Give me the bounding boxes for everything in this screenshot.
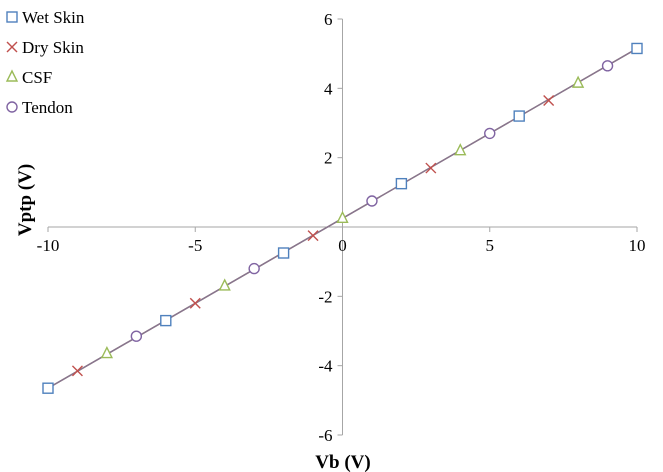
- y-tick-label: -2: [318, 287, 332, 306]
- legend-dry-skin-marker: [6, 41, 18, 53]
- wet-skin-point: [631, 42, 643, 55]
- legend-tendon-marker: [6, 101, 18, 113]
- csf-point: [100, 345, 114, 359]
- dry-skin-point-stroke: [189, 297, 201, 309]
- y-tick-label: -4: [318, 357, 333, 376]
- tendon-point: [366, 195, 378, 207]
- x-tick-label: 0: [338, 236, 347, 255]
- legend-tendon-label: Tendon: [22, 98, 73, 117]
- wet-skin-point: [42, 382, 54, 394]
- y-tick-label: 4: [324, 79, 333, 98]
- dry-skin-point: [425, 162, 437, 174]
- x-axis-title: Vb (V): [315, 452, 370, 472]
- x-tick-label: 10: [629, 236, 646, 255]
- wet-skin-point: [160, 314, 172, 327]
- tendon-point: [601, 60, 614, 72]
- wet-skin-point: [395, 177, 408, 190]
- legend-wet-skin-marker: [6, 11, 18, 23]
- y-tick-label: -6: [318, 426, 332, 445]
- legend: Wet Skin Dry Skin CSF Tendon: [5, 8, 85, 117]
- legend-csf-marker: [5, 69, 19, 82]
- legend-csf-label: CSF: [22, 68, 52, 87]
- csf-point: [218, 278, 231, 291]
- y-tick-label: 6: [324, 10, 333, 29]
- dry-skin-point-stroke: [307, 230, 319, 242]
- x-tick-label: 5: [486, 236, 495, 255]
- tendon-point: [484, 127, 496, 140]
- y-tick-label: 2: [324, 149, 333, 168]
- markers: [42, 42, 643, 394]
- csf-point: [336, 210, 349, 224]
- dry-skin-point: [189, 297, 201, 309]
- legend-dry-skin-label: Dry Skin: [22, 38, 84, 57]
- tendon-point: [248, 262, 260, 275]
- dry-skin-point-stroke: [543, 94, 555, 106]
- axes: [47, 18, 638, 436]
- wet-skin-point: [277, 247, 290, 259]
- dry-skin-point: [543, 94, 555, 106]
- legend-wet-skin-label: Wet Skin: [22, 8, 85, 27]
- dry-skin-point-stroke: [425, 162, 437, 174]
- csf-point: [454, 143, 467, 156]
- legend-dry-skin-marker-stroke: [6, 41, 18, 53]
- wet-skin-point: [513, 110, 525, 122]
- dry-skin-point-stroke: [71, 365, 83, 377]
- tick-labels: -10 -5 0 5 10 -6 -4 -2 2 4 6: [37, 10, 646, 445]
- dry-skin-point: [71, 365, 83, 377]
- tendon-point: [130, 330, 143, 342]
- x-tick-label: -5: [188, 236, 202, 255]
- dry-skin-point: [307, 230, 319, 242]
- y-axis-title: Vptp (V): [15, 164, 36, 236]
- csf-point: [571, 75, 585, 88]
- x-tick-label: -10: [37, 236, 60, 255]
